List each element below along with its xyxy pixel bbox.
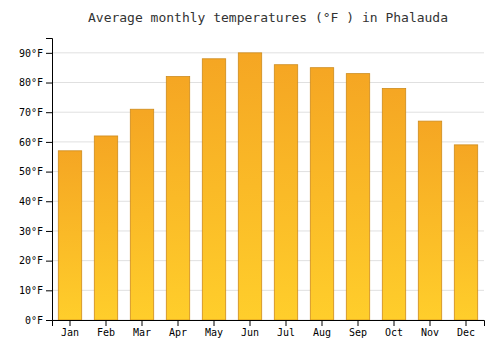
x-tick: May (205, 320, 223, 338)
y-tick-mark (46, 261, 52, 262)
y-tick-label: 40°F (19, 196, 43, 207)
x-tick: Apr (169, 320, 187, 338)
bar (454, 145, 477, 320)
grid (52, 53, 484, 320)
x-tick-mark (322, 320, 323, 326)
y-tick-mark (46, 172, 52, 173)
y-tick-mark (46, 53, 52, 54)
x-tick: Sep (349, 320, 367, 338)
y-tick-label: 80°F (19, 77, 43, 88)
y-tick-mark (46, 290, 52, 291)
x-tick: Aug (313, 320, 331, 338)
x-tick-mark (70, 320, 71, 326)
x-tick-label: Aug (313, 327, 331, 338)
x-tick: Dec (457, 320, 475, 338)
plot: 0°F 10°F 20°F 30°F 40°F 50°F 60°F 70°F 80°F 90°F J… (19, 39, 485, 339)
x-tick-label: Dec (457, 327, 475, 338)
x-tick: Oct (385, 320, 403, 338)
bar (166, 77, 189, 320)
y-axis-line (46, 39, 53, 321)
x-tick-mark (430, 320, 431, 326)
x-tick-mark (214, 320, 215, 326)
y-tick: 50°F (19, 166, 52, 177)
y-tick-label: 10°F (19, 285, 43, 296)
x-tick-mark (250, 320, 251, 326)
x-tick: Feb (97, 320, 115, 338)
bar (310, 68, 333, 320)
y-tick-label: 70°F (19, 107, 43, 118)
y-tick: 80°F (19, 77, 52, 88)
x-tick-label: Sep (349, 327, 367, 338)
bar (238, 53, 261, 320)
bars (58, 53, 477, 320)
y-tick-label: 60°F (19, 137, 43, 148)
x-tick: Nov (421, 320, 439, 338)
y-tick-label: 0°F (25, 315, 43, 326)
y-tick-label: 20°F (19, 255, 43, 266)
y-tick: 90°F (19, 48, 52, 59)
x-tick-label: Nov (421, 327, 439, 338)
x-tick-label: Jan (61, 327, 79, 338)
x-tick: Jan (61, 320, 79, 338)
bar (382, 88, 405, 320)
bar (274, 65, 297, 320)
grid-line (52, 82, 484, 83)
x-tick: Mar (133, 320, 151, 338)
y-tick-label: 90°F (19, 48, 43, 59)
y-tick-mark (46, 231, 52, 232)
x-tick-mark (142, 320, 143, 326)
y-tick-mark (46, 201, 52, 202)
x-tick-label: May (205, 327, 223, 338)
x-tick-label: Feb (97, 327, 115, 338)
bar (418, 121, 441, 320)
bar (94, 136, 117, 320)
x-tick-label: Mar (133, 327, 151, 338)
x-tick-label: Jun (241, 327, 259, 338)
y-tick: 70°F (19, 107, 52, 118)
x-tick-label: Oct (385, 327, 403, 338)
y-tick: 40°F (19, 196, 52, 207)
y-tick-label: 50°F (19, 166, 43, 177)
bar (58, 151, 81, 320)
x-axis: Jan Feb Mar Apr May Jun Jul Aug Sep Oct Nov Dec (53, 320, 485, 338)
y-tick-label: 30°F (19, 226, 43, 237)
x-tick: Jun (241, 320, 259, 338)
y-axis: 0°F 10°F 20°F 30°F 40°F 50°F 60°F 70°F 80°F 90°F (19, 39, 53, 326)
y-tick-mark (46, 142, 52, 143)
grid-line (52, 112, 484, 113)
title: Average monthly temperatures (°F ) in Ph… (88, 10, 448, 25)
y-tick: 30°F (19, 226, 52, 237)
x-tick-mark (286, 320, 287, 326)
x-tick: Jul (277, 320, 295, 338)
y-tick: 0°F (25, 315, 52, 326)
x-tick-mark (178, 320, 179, 326)
grid-line (52, 52, 484, 53)
y-tick-mark (46, 320, 52, 321)
x-tick-mark (466, 320, 467, 326)
y-tick-mark (46, 83, 52, 84)
chart: 0°F 10°F 20°F 30°F 40°F 50°F 60°F 70°F 80°F 90°F J… (0, 0, 500, 350)
bar (202, 59, 225, 320)
bar (130, 109, 153, 320)
x-tick-label: Jul (277, 327, 295, 338)
y-tick: 10°F (19, 285, 52, 296)
x-tick-label: Apr (169, 327, 187, 338)
x-tick-mark (358, 320, 359, 326)
x-tick-mark (394, 320, 395, 326)
y-tick-mark (46, 112, 52, 113)
x-axis-line (53, 321, 485, 327)
y-tick: 60°F (19, 137, 52, 148)
y-tick: 20°F (19, 255, 52, 266)
bar (346, 74, 369, 320)
x-tick-mark (106, 320, 107, 326)
